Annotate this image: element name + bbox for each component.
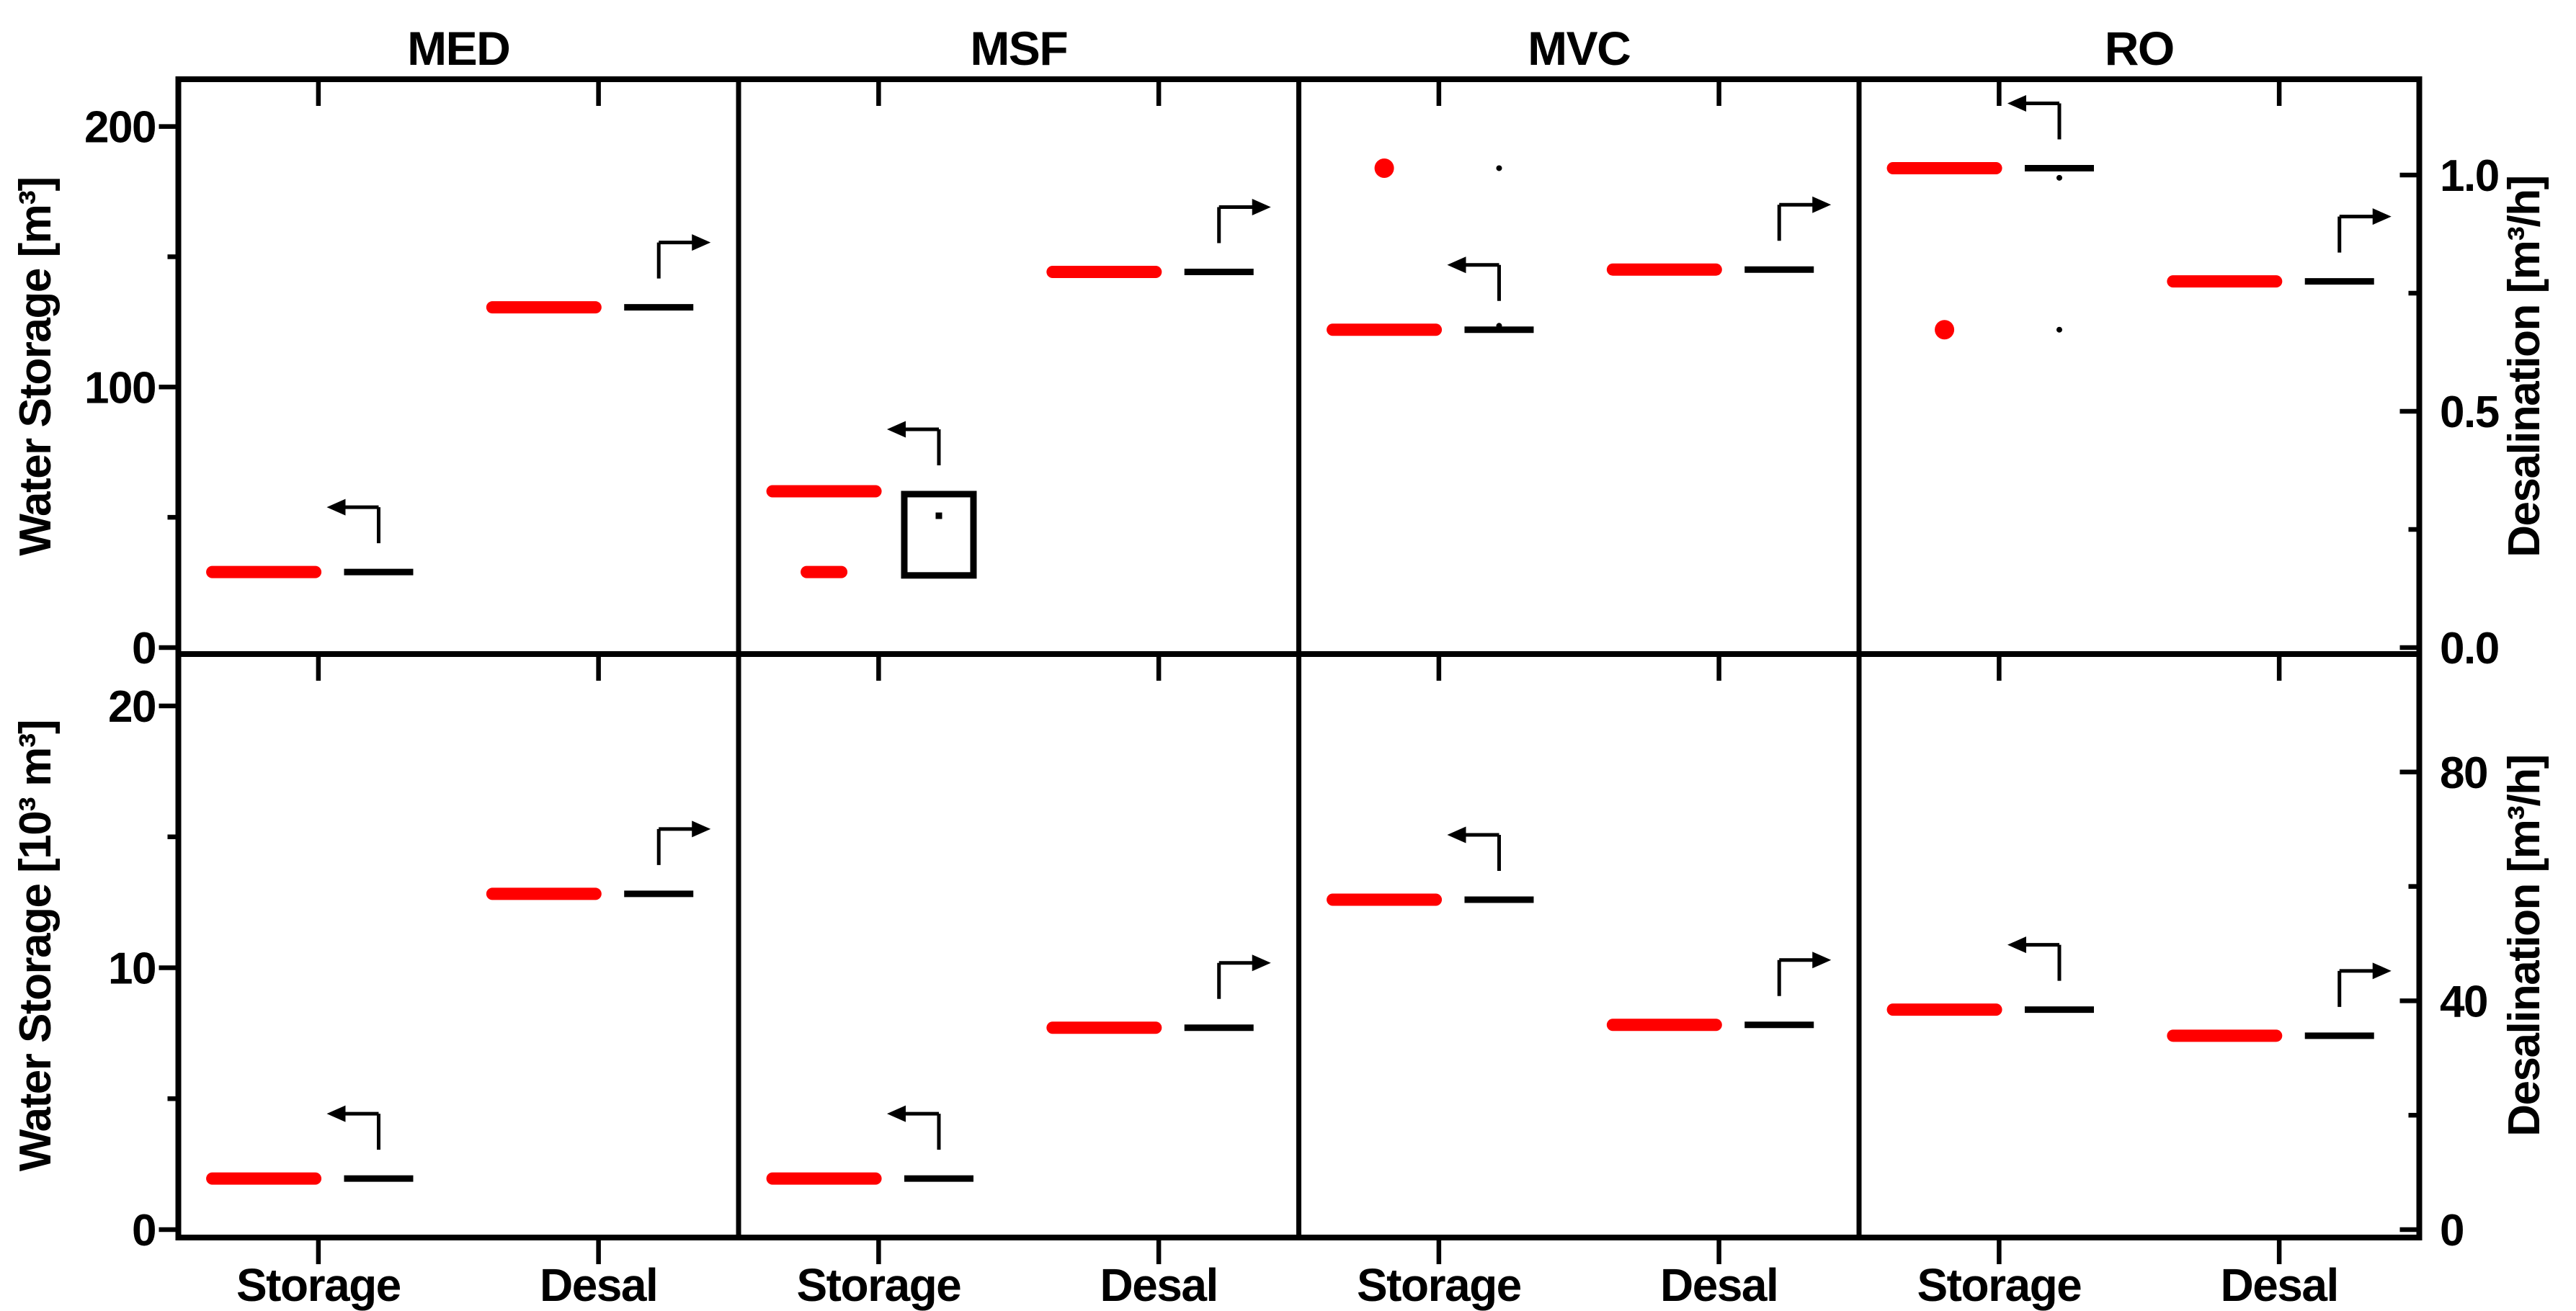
x-category-label-storage: Storage bbox=[236, 1259, 401, 1311]
arrow-head bbox=[1252, 954, 1271, 972]
x-category-label-desal: Desal bbox=[2220, 1259, 2337, 1311]
x-category-label-storage: Storage bbox=[796, 1259, 961, 1311]
x-category-label-desal: Desal bbox=[1660, 1259, 1778, 1311]
y-tick-label-40: 40 bbox=[2440, 977, 2487, 1026]
arrow-head bbox=[1252, 198, 1271, 215]
x-category-label-desal: Desal bbox=[540, 1259, 657, 1311]
black-outlier-dot bbox=[1496, 323, 1502, 329]
left-axis-arrow-icon bbox=[886, 421, 941, 465]
y-axis-title-bottom_left: Water Storage [10³ m³] bbox=[11, 720, 61, 1171]
right-axis-arrow-icon bbox=[1777, 196, 1832, 241]
panel-mvc-bottom bbox=[1327, 826, 1832, 1032]
x-category-label-storage: Storage bbox=[1357, 1259, 1521, 1311]
arrow-head bbox=[2372, 208, 2392, 225]
arrow-head bbox=[2007, 936, 2026, 954]
right-axis-arrow-icon bbox=[656, 820, 711, 865]
left-axis-arrow-icon bbox=[326, 498, 380, 544]
y-tick-label-0: 0 bbox=[2440, 1206, 2464, 1256]
red-outlier-dot bbox=[1374, 158, 1394, 178]
arrow-head bbox=[326, 1105, 346, 1122]
y-axis-title-top_right: Desalination [m³/h] bbox=[2500, 176, 2549, 558]
x-category-label-storage: Storage bbox=[1917, 1259, 2081, 1311]
col-title-mvc: MVC bbox=[1528, 22, 1630, 75]
arrow-head bbox=[1447, 826, 1466, 844]
y-tick-label-0: 0 bbox=[132, 624, 156, 674]
black-outlier-dot bbox=[2056, 326, 2062, 333]
right-axis-arrow-icon bbox=[1217, 198, 1271, 243]
arrow-head bbox=[692, 234, 711, 251]
arrow-head bbox=[2007, 94, 2026, 112]
left-axis-arrow-icon bbox=[1447, 256, 1501, 301]
right-axis-arrow-icon bbox=[2337, 962, 2392, 1007]
col-title-ro: RO bbox=[2105, 22, 2174, 75]
box-median-dot bbox=[935, 512, 942, 519]
panel-mvc-top bbox=[1327, 158, 1832, 336]
panel-med-bottom bbox=[206, 820, 711, 1185]
black-outlier-dot bbox=[1496, 165, 1502, 171]
panel-grid: 0 100 200 Water Storage [m³] 0 10 20 Water Stor… bbox=[11, 22, 2549, 1311]
panel-msf-bottom bbox=[766, 954, 1271, 1185]
right-axis-arrow-icon bbox=[656, 234, 711, 279]
y-tick-label-1.0: 1.0 bbox=[2440, 151, 2499, 201]
panel-msf-top bbox=[766, 198, 1271, 579]
right-axis-arrow-icon bbox=[1777, 952, 1832, 996]
y-axis-title-bottom_right: Desalination [m³/h] bbox=[2500, 755, 2549, 1137]
y-tick-label-0: 0 bbox=[132, 1206, 156, 1256]
y-tick-label-10: 10 bbox=[108, 944, 156, 994]
y-tick-label-80: 80 bbox=[2440, 748, 2487, 798]
arrow-head bbox=[886, 421, 906, 438]
y-tick-label-100: 100 bbox=[84, 363, 156, 413]
arrow-head bbox=[2372, 962, 2392, 980]
y-tick-label-20: 20 bbox=[108, 682, 156, 732]
col-title-msf: MSF bbox=[970, 22, 1067, 75]
y-axis-title-top_left: Water Storage [m³] bbox=[11, 177, 61, 555]
arrow-head bbox=[1812, 196, 1832, 213]
black-outlier-dot bbox=[2056, 174, 2062, 181]
red-outlier-dot bbox=[1935, 320, 1955, 340]
y-tick-label-0.0: 0.0 bbox=[2440, 624, 2499, 674]
left-axis-arrow-icon bbox=[886, 1105, 941, 1150]
arrow-head bbox=[886, 1105, 906, 1122]
arrow-head bbox=[1812, 952, 1832, 969]
panel-med-top bbox=[206, 234, 711, 578]
left-axis-arrow-icon bbox=[1447, 826, 1501, 871]
y-tick-label-200: 200 bbox=[84, 103, 156, 153]
arrow-head bbox=[1447, 256, 1466, 274]
x-category-label-desal: Desal bbox=[1100, 1259, 1217, 1311]
arrow-head bbox=[692, 820, 711, 838]
panel-ro-bottom bbox=[1886, 936, 2392, 1042]
black-iqr-box bbox=[901, 491, 977, 579]
right-axis-arrow-icon bbox=[1217, 954, 1271, 999]
right-axis-arrow-icon bbox=[2337, 208, 2392, 253]
col-title-med: MED bbox=[407, 22, 509, 75]
arrow-head bbox=[326, 498, 346, 516]
y-tick-label-0.5: 0.5 bbox=[2440, 388, 2499, 437]
left-axis-arrow-icon bbox=[326, 1105, 380, 1150]
left-axis-arrow-icon bbox=[2007, 936, 2062, 981]
left-axis-arrow-icon bbox=[2007, 94, 2062, 140]
panel-ro-top bbox=[1886, 94, 2392, 340]
